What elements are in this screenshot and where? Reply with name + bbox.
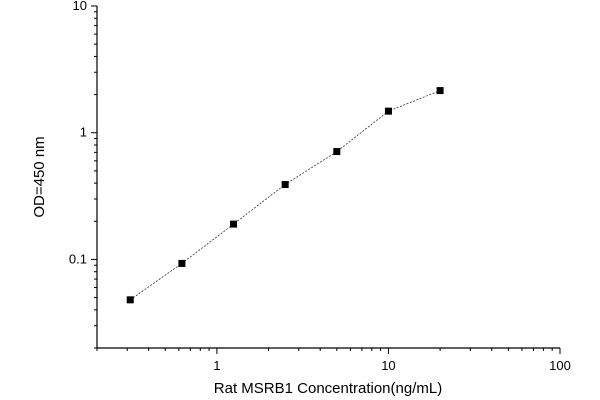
data-point	[333, 148, 341, 156]
data-point	[230, 220, 238, 228]
y-tick-labels: 0.1 1 10	[69, 0, 87, 266]
y-tick-label: 10	[73, 0, 87, 13]
y-axis-label: OD=450 nm	[31, 136, 48, 217]
y-tick-label: 0.1	[69, 251, 87, 266]
x-tick-labels: 1 10 100	[213, 358, 571, 373]
x-tick-label: 10	[381, 358, 395, 373]
data-point	[126, 296, 134, 304]
axis-ticks	[91, 5, 561, 354]
data-point	[436, 87, 444, 95]
data-point	[178, 259, 186, 267]
data-point	[384, 107, 392, 115]
x-axis-label: Rat MSRB1 Concentration(ng/mL)	[214, 380, 442, 397]
x-tick-label: 1	[213, 358, 220, 373]
x-tick-label: 100	[549, 358, 571, 373]
series-line	[129, 90, 441, 301]
data-point	[281, 181, 289, 189]
y-tick-label: 1	[80, 125, 87, 140]
data-series	[126, 87, 444, 304]
